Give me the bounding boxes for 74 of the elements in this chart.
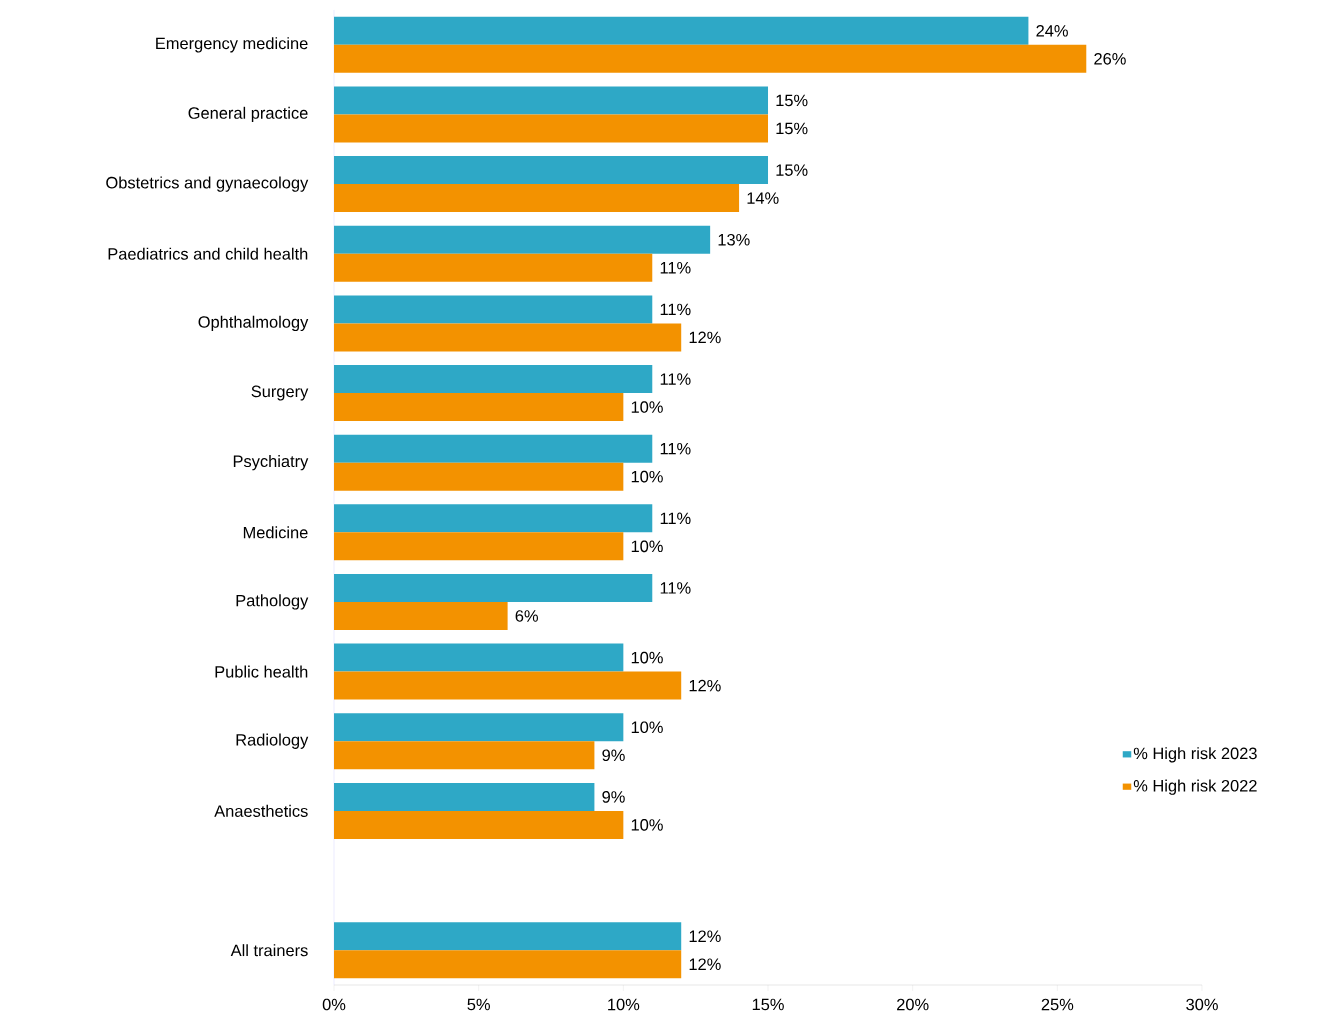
- bar: [334, 601, 508, 630]
- x-tick-label: 15%: [752, 998, 784, 1011]
- bar: [334, 741, 595, 770]
- bar: [334, 950, 682, 979]
- data-label: 24%: [1036, 25, 1068, 37]
- bar: [334, 462, 624, 491]
- data-label: 12%: [689, 930, 721, 942]
- data-label: 15%: [776, 122, 808, 135]
- data-label: 6%: [515, 610, 538, 622]
- data-label: 10%: [631, 651, 663, 664]
- bar: [334, 434, 653, 463]
- bar: [334, 393, 624, 422]
- data-label: 11%: [660, 373, 691, 385]
- bar: [334, 86, 769, 115]
- bar: [334, 156, 769, 185]
- data-label: 11%: [660, 582, 691, 594]
- data-label: 10%: [631, 401, 663, 413]
- y-tick-label: Obstetrics and gynaecology: [106, 176, 309, 192]
- data-label: 10%: [631, 819, 663, 831]
- bar: [334, 713, 624, 742]
- bar: [334, 114, 769, 143]
- data-label: 14%: [747, 192, 779, 204]
- y-tick-label: Anaesthetics: [214, 804, 308, 817]
- bar: [334, 532, 624, 561]
- legend-label: % High risk 2023: [1133, 747, 1257, 763]
- data-label: 11%: [660, 261, 691, 274]
- legend-label: % High risk 2022: [1133, 779, 1257, 795]
- bar: [334, 643, 624, 672]
- x-tick-label: 25%: [1041, 998, 1074, 1011]
- data-label: 15%: [776, 94, 808, 107]
- bar: [334, 253, 653, 282]
- data-label: 13%: [718, 233, 750, 246]
- bar: [334, 44, 1087, 73]
- data-label: 10%: [631, 540, 663, 553]
- data-label: 12%: [689, 958, 721, 970]
- bar: [334, 16, 1029, 45]
- data-label: 10%: [631, 470, 663, 483]
- x-tick-label: 20%: [897, 998, 929, 1011]
- data-label: 12%: [689, 331, 721, 344]
- x-tick-label: 30%: [1186, 998, 1218, 1011]
- data-label: 9%: [602, 791, 625, 803]
- data-label: 15%: [776, 164, 808, 176]
- y-tick-label: Ophthalmology: [198, 315, 309, 332]
- y-tick-label: Psychiatry: [233, 455, 309, 471]
- bar: [334, 922, 682, 951]
- bar: [334, 365, 653, 394]
- bar: [334, 184, 740, 213]
- bar: [334, 225, 711, 254]
- y-tick-label: Surgery: [251, 385, 309, 401]
- bar: [334, 782, 595, 811]
- data-label: 9%: [602, 749, 625, 762]
- bar: [334, 295, 653, 324]
- bar: [334, 671, 682, 700]
- y-tick-label: Paediatrics and child health: [108, 247, 308, 260]
- y-tick-label: Medicine: [243, 526, 308, 539]
- y-tick-label: Radiology: [236, 733, 309, 749]
- data-label: 11%: [660, 303, 691, 316]
- y-tick-label: Public health: [215, 665, 308, 678]
- data-label: 26%: [1094, 52, 1126, 65]
- x-tick-label: 10%: [608, 998, 640, 1011]
- y-tick-label: Pathology: [236, 594, 309, 610]
- bar: [334, 573, 653, 602]
- x-tick-label: 5%: [467, 998, 490, 1011]
- data-label: 11%: [660, 512, 691, 525]
- data-label: 12%: [689, 679, 721, 692]
- y-tick-label: General practice: [188, 106, 308, 123]
- data-label: 10%: [631, 721, 663, 734]
- bar: [334, 810, 624, 839]
- data-label: 11%: [660, 442, 691, 455]
- y-tick-label: All trainers: [230, 944, 308, 957]
- bar: [334, 323, 682, 352]
- y-tick-label: Emergency medicine: [156, 37, 308, 53]
- x-tick-label: 0%: [322, 998, 346, 1011]
- bar: [334, 504, 653, 533]
